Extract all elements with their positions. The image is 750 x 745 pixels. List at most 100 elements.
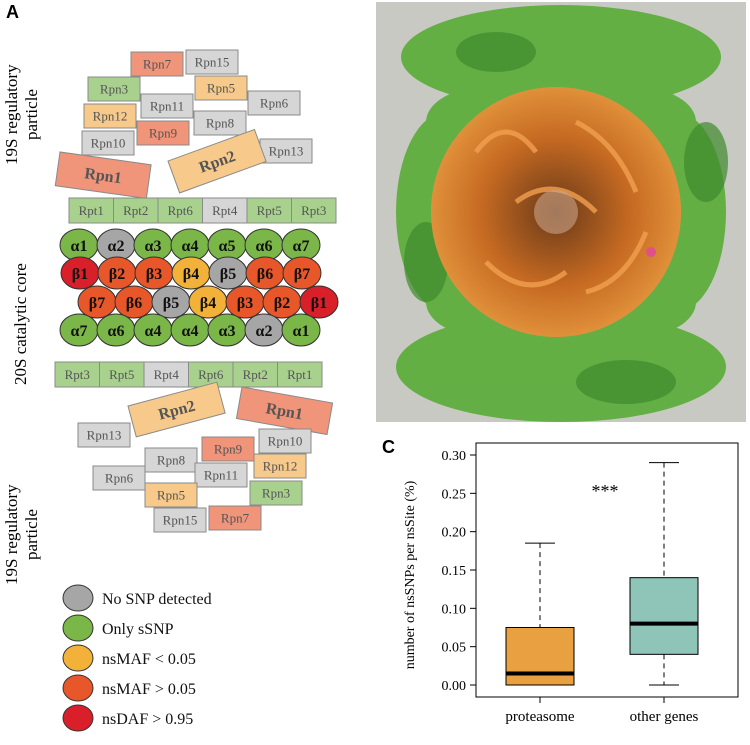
subunit-label: β6 [126, 295, 142, 312]
rpn-box-label: Rpt5 [109, 367, 134, 382]
rpn-box: Rpn9 [136, 120, 190, 146]
subunit-label: α4 [182, 323, 199, 340]
rpn-box-rect [144, 482, 198, 508]
rpn-box-rect [249, 480, 303, 506]
rpn-box-rect [259, 138, 313, 164]
subunit-circle [282, 256, 322, 290]
rpn-box: Rpn11 [194, 462, 248, 488]
subunit-label: β1 [311, 295, 327, 312]
rpn-box-rect [92, 465, 146, 491]
rpn-box-label: Rpt1 [79, 203, 104, 218]
rpn-box-label: Rpn8 [157, 453, 185, 468]
panel-letter-a: A [6, 2, 19, 22]
rpn-box-rect [291, 197, 337, 224]
subunit-label: β4 [200, 295, 216, 312]
rpn-box: Rpt3 [291, 197, 337, 224]
subunit-label: α6 [108, 323, 125, 340]
subunit-label: α3 [219, 323, 236, 340]
rpn-box-rect [144, 447, 198, 473]
rpn-box: Rpn13 [259, 138, 313, 164]
rpn-box-rect [194, 462, 248, 488]
rpn-box-label: Rpt2 [243, 367, 268, 382]
rpn-box-label: Rpn10 [91, 136, 126, 151]
subunit-label: β7 [89, 295, 105, 312]
y-tick-label: 0.05 [442, 641, 467, 656]
rpn-box-rect [87, 76, 141, 102]
rpn-box-rect [77, 422, 131, 448]
rpn-box-label: Rpt5 [257, 203, 282, 218]
rpn-box-label: Rpn1 [264, 400, 304, 423]
subunit-label: β5 [220, 266, 236, 283]
rpn-box: Rpn11 [140, 93, 194, 119]
subunit-label: α7 [71, 323, 88, 340]
rpn-box-label: Rpn8 [206, 116, 234, 131]
rpn-box-label: Rpn1 [83, 165, 122, 187]
rpn-box: Rpn15 [185, 49, 239, 75]
rpn-box-rect [68, 197, 114, 224]
rpn-box: Rpn6 [247, 90, 301, 116]
y-tick-label: 0.25 [442, 487, 467, 502]
rpn-box-rect [83, 103, 137, 129]
rpn-box: Rpn2 [167, 128, 267, 194]
rpn-box-rect [188, 361, 234, 388]
rpn-box-label: Rpn10 [268, 434, 303, 449]
section-label-bottom-regulatory: 19S regulatory particle [2, 480, 41, 585]
rpn-box: Rpt2 [232, 361, 278, 388]
subunit-label: β3 [237, 295, 253, 312]
rpn-box-rect [277, 361, 323, 388]
rpn-box: Rpn3 [87, 76, 141, 102]
rpn-box-rect [136, 120, 190, 146]
rpn-box-label: Rpt1 [287, 367, 312, 382]
subunit-circle [281, 313, 321, 347]
rpn-box: Rpt1 [277, 361, 323, 388]
rpn-box: Rpt3 [54, 361, 100, 388]
rpn-box: Rpn10 [81, 130, 135, 156]
rpn-box-rect [185, 49, 239, 75]
rpn-box-label: Rpt6 [198, 367, 224, 382]
y-tick-label: 0.00 [442, 679, 467, 694]
rpn-box-rect [194, 75, 248, 101]
rpn-box: Rpn12 [83, 103, 137, 129]
proteasome-ribbon-render [396, 5, 728, 422]
subunit-label: β5 [163, 295, 179, 312]
rpn-box-rect [153, 507, 207, 533]
rpn-box-label: Rpt3 [65, 367, 90, 382]
legend-label: nsMAF < 0.05 [102, 651, 196, 668]
rpn-box-rect [127, 381, 226, 438]
rpn-box-rect [208, 505, 262, 531]
section-label-line: particle [22, 509, 41, 560]
x-tick-label: proteasome [505, 709, 574, 725]
rpn-box-label: Rpn13 [87, 428, 122, 443]
legend-label: No SNP detected [102, 591, 212, 608]
rpn-box-label: Rpt4 [154, 367, 180, 382]
y-tick-label: 0.30 [442, 449, 467, 464]
subunit-label: α4 [182, 238, 199, 255]
rpn-box: Rpn7 [208, 505, 262, 531]
rpn-box: Rpn12 [253, 453, 307, 479]
y-tick-label: 0.15 [442, 564, 467, 579]
rpn-box-label: Rpn15 [195, 55, 230, 70]
subunit-label: α7 [293, 238, 310, 255]
legend-swatch [62, 644, 94, 672]
subunit-label: α2 [108, 238, 125, 255]
rpn-box-label: Rpn3 [100, 82, 128, 97]
rpn-box: Rpn7 [130, 51, 184, 77]
subunit-label: α6 [256, 238, 273, 255]
rpn-box-rect [113, 197, 159, 224]
rpn-box-rect [81, 130, 135, 156]
rpn-box: Rpn13 [77, 422, 131, 448]
ligand-marker [646, 247, 656, 257]
rpn-box-rect [247, 90, 301, 116]
rpn-box-label: Rpn9 [214, 442, 242, 457]
rpn-box-rect [157, 197, 203, 224]
rpn-box: Rpn5 [144, 482, 198, 508]
subunit-label: β6 [257, 266, 273, 283]
subunit-label: α2 [256, 323, 273, 340]
rpn-box: Rpn8 [144, 447, 198, 473]
rpn-box-label: Rpn15 [163, 513, 198, 528]
rpn-box: Rpn1 [235, 386, 334, 436]
subunit-label: α5 [219, 238, 236, 255]
significance-annotation: *** [592, 481, 619, 501]
rpn-box: Rpn3 [249, 480, 303, 506]
rpn-box-label: Rpn3 [262, 486, 290, 501]
